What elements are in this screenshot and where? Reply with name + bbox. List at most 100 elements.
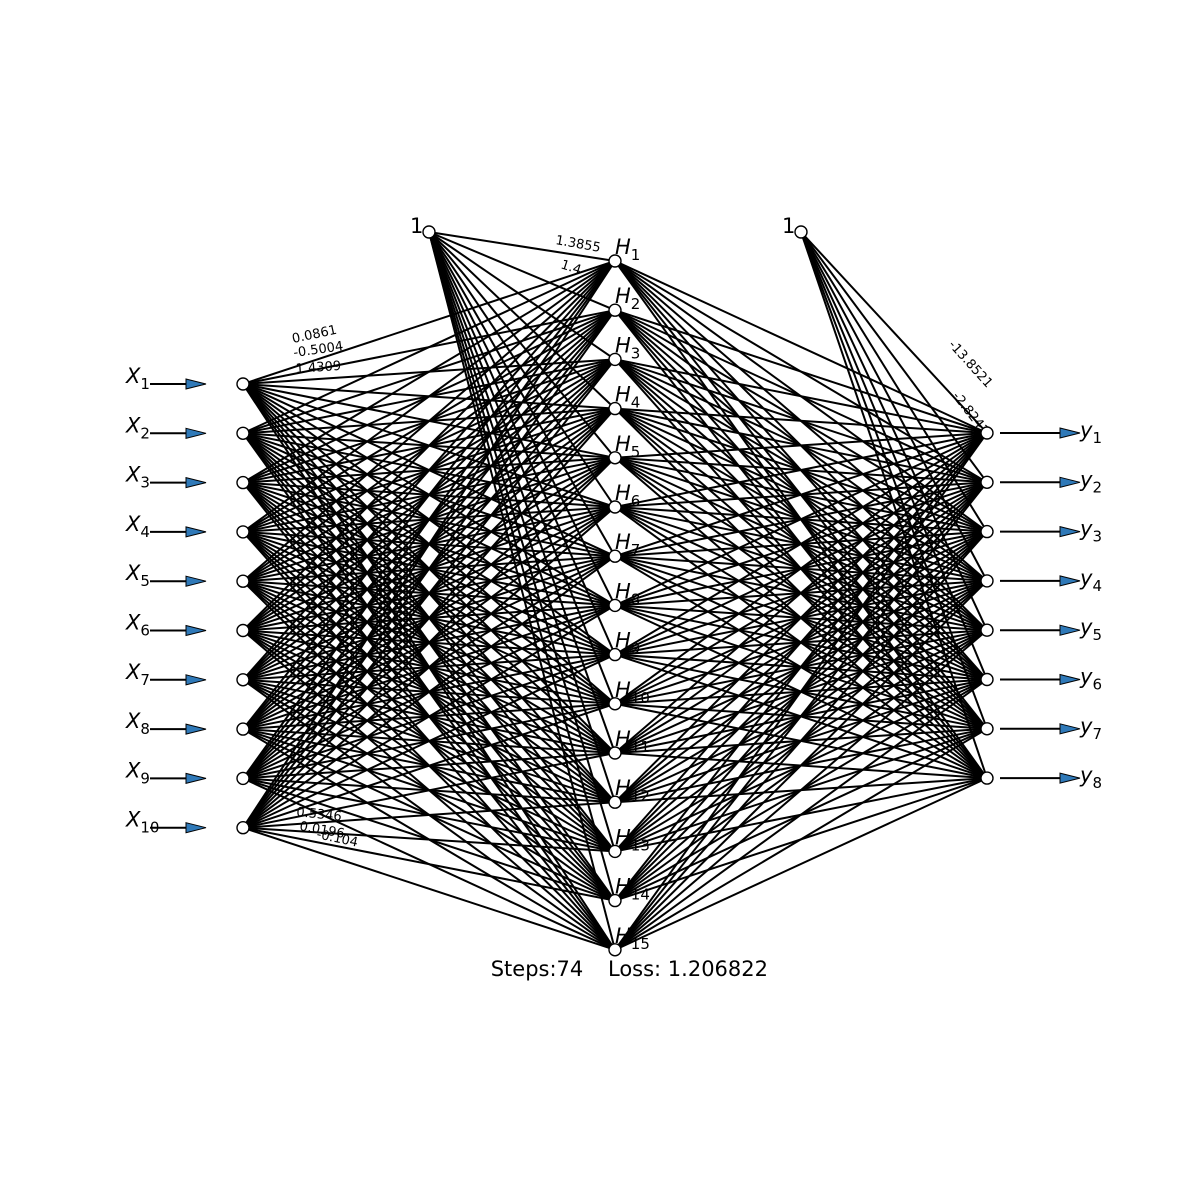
input-arrow-icon xyxy=(185,526,207,538)
bias-label-hidden: 1 xyxy=(410,214,423,238)
hidden-label: H11 xyxy=(615,727,650,756)
neuron-labels: X1 X2 X3 X4 X5 X6 X7 X8 X9 X10 H1 H2 H3 H4 H5 H6 H7 H8 H9 H… xyxy=(125,214,1102,953)
input-arrow-icon xyxy=(185,772,207,785)
hidden-node xyxy=(608,943,622,957)
output-label: y7 xyxy=(1079,714,1102,743)
edge-hidden-output xyxy=(614,580,988,951)
output-node xyxy=(980,426,994,440)
edge-hidden-output xyxy=(614,432,988,803)
input-arrow-icon xyxy=(185,427,207,439)
input-label: X5 xyxy=(125,561,150,590)
edge-bias-output xyxy=(800,231,988,483)
edge-input-hidden xyxy=(242,506,616,829)
hidden-label: H10 xyxy=(615,678,650,707)
edge-input-hidden xyxy=(242,826,616,951)
edge-hidden-output xyxy=(614,727,988,951)
hidden-node xyxy=(608,647,622,662)
input-node xyxy=(236,821,250,835)
output-label: y1 xyxy=(1079,418,1102,447)
output-node xyxy=(980,623,994,637)
io-arrows xyxy=(150,378,1081,834)
edge-input-hidden xyxy=(242,826,616,902)
steps-counter: Steps:74 xyxy=(491,957,584,981)
edge-bias-hidden xyxy=(428,231,616,459)
edge-input-hidden xyxy=(242,826,616,853)
hidden-label: H4 xyxy=(615,383,640,412)
input-node xyxy=(236,771,250,786)
bias-label-output: 1 xyxy=(782,214,795,238)
input-node xyxy=(236,525,250,539)
input-label: X8 xyxy=(125,709,150,738)
edge-hidden-output xyxy=(614,309,988,434)
input-label: X7 xyxy=(125,660,150,689)
output-arrow-icon xyxy=(1059,772,1081,784)
hidden-node xyxy=(608,598,622,613)
edge-hidden-output xyxy=(614,481,988,951)
edge-bias-output xyxy=(800,231,988,533)
bias-node-output xyxy=(794,225,808,239)
hidden-node xyxy=(608,451,622,465)
hidden-label: H9 xyxy=(615,629,640,658)
edge-bias-hidden xyxy=(428,231,616,557)
input-label: X1 xyxy=(125,364,150,393)
edge-hidden-output xyxy=(614,530,988,951)
edge-bias-hidden xyxy=(428,231,616,754)
output-node xyxy=(980,722,994,736)
edge-hidden-output xyxy=(614,432,988,754)
weight-label-input: -0.5004 xyxy=(292,339,344,361)
hidden-node xyxy=(608,401,622,416)
input-node xyxy=(236,475,250,490)
edge-hidden-output xyxy=(614,629,988,951)
output-label: y8 xyxy=(1079,763,1102,792)
edge-hidden-output xyxy=(614,432,988,902)
edge-hidden-output xyxy=(614,407,988,434)
edge-bias-output xyxy=(800,231,988,730)
weight-label-bias-y1: -13.8521 xyxy=(945,338,995,391)
hidden-label: H5 xyxy=(615,432,640,461)
edge-input-hidden xyxy=(242,260,616,730)
hidden-label: H13 xyxy=(615,825,650,854)
edge-input-hidden xyxy=(242,260,616,681)
output-arrow-icon xyxy=(1059,476,1081,488)
edge-input-hidden xyxy=(242,801,616,829)
hidden-node xyxy=(608,844,622,859)
edge-bias-hidden xyxy=(428,231,616,705)
edge-hidden-output xyxy=(614,432,988,607)
output-label: y6 xyxy=(1079,665,1102,694)
edge-bias-hidden xyxy=(428,231,616,951)
edge-hidden-output xyxy=(614,432,988,705)
hidden-node xyxy=(608,303,622,317)
edge-hidden-output xyxy=(614,678,988,951)
edge-bias-hidden xyxy=(428,231,616,901)
edge-hidden-output xyxy=(614,260,988,434)
hidden-label: H8 xyxy=(615,579,640,608)
hidden-node xyxy=(608,549,622,563)
weight-label-input: 1.4309 xyxy=(295,359,341,377)
hidden-label: H14 xyxy=(615,875,650,904)
input-node xyxy=(236,426,250,440)
edge-bias-hidden xyxy=(428,231,616,262)
hidden-node xyxy=(608,500,622,514)
hidden-label: H1 xyxy=(615,235,640,264)
edge-input-hidden xyxy=(242,702,616,829)
input-node xyxy=(236,673,250,687)
edge-input-hidden xyxy=(242,260,616,484)
edge-input-hidden xyxy=(242,260,616,582)
edge-input-hidden xyxy=(242,457,616,829)
output-node xyxy=(980,475,994,489)
output-node xyxy=(980,771,994,785)
hidden-node xyxy=(608,893,622,908)
output-arrow-icon xyxy=(1059,723,1081,735)
edge-bias-hidden xyxy=(428,231,616,606)
output-arrow-icon xyxy=(1059,575,1081,587)
edge-input-hidden xyxy=(242,752,616,829)
hidden-node xyxy=(608,795,622,809)
output-arrow-icon xyxy=(1059,673,1081,686)
hidden-label: H6 xyxy=(615,481,640,510)
edge-bias-hidden xyxy=(428,231,616,803)
hidden-label: H7 xyxy=(615,530,640,559)
edge-bias-hidden xyxy=(428,231,616,410)
edge-bias-output xyxy=(800,231,988,582)
input-node xyxy=(236,574,250,588)
